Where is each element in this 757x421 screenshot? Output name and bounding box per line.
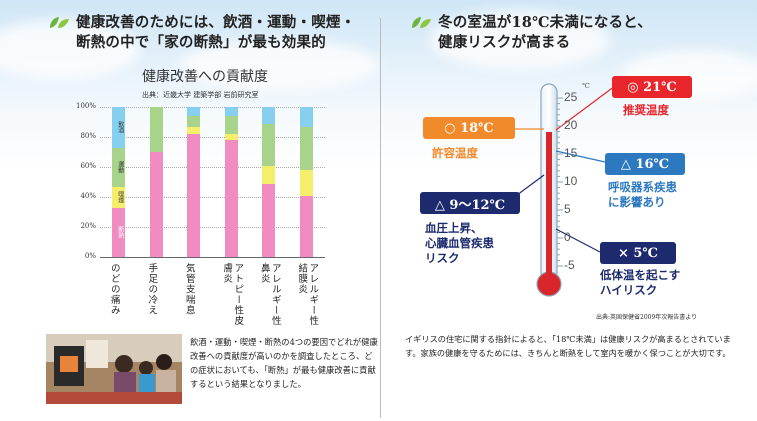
bar-segment (112, 186, 126, 208)
bar-segment (262, 165, 276, 184)
y-tick-label: 0% (84, 252, 96, 260)
bar-segment (299, 126, 313, 170)
gridline (100, 197, 325, 198)
bar-segment (224, 140, 238, 257)
left-headline: 健康改善のためには、飲酒・運動・喫煙・ 断熱の中で「家の断熱」が最も効果的 (76, 13, 376, 53)
thermometer (504, 83, 616, 297)
x-tick-label: 気管支喘息 (183, 263, 195, 316)
series-label: 飲酒 (116, 121, 124, 134)
gridline (100, 107, 325, 108)
respiratory-label: 呼吸器系疾患 に影響あり (608, 180, 677, 210)
x-tick-label: アレルギー性鼻炎 (258, 263, 281, 326)
hypothermia-label: 低体温を起こす ハイリスク (600, 268, 680, 298)
note-text: イギリスの住宅に関する指針によると、「18℃未満」は健康リスクが高まるとされてい… (405, 334, 731, 358)
respiratory-label-line1: 呼吸器系疾患 (608, 180, 677, 194)
recommended-temp-box: ◎ 21℃ (612, 76, 692, 98)
chart-title: 健康改善への貢献度 (142, 69, 268, 85)
bar-segment (224, 107, 238, 116)
cloud (430, 10, 610, 70)
bar-segment (187, 107, 201, 116)
y-tick-label: 60% (80, 162, 96, 170)
hypothermia-label-line1: 低体温を起こす (600, 268, 681, 282)
bar-segment (112, 147, 126, 187)
right-headline-line1: 冬の室温が18℃未満になると、 (438, 14, 652, 31)
bar-segment (112, 207, 126, 257)
scale-label: 10 (564, 174, 578, 188)
column-divider (380, 18, 381, 418)
gridline (100, 227, 325, 228)
bar-segment (299, 107, 313, 127)
bp-label-line3: リスク (425, 251, 460, 265)
recommended-label: 推奨温度 (623, 103, 669, 117)
leaf-icon (50, 17, 69, 28)
scale-label: 0 (564, 230, 571, 244)
x-tick-label: のどの痛み (108, 263, 120, 316)
gridline (100, 167, 325, 168)
family-photo (46, 334, 182, 404)
bar-segment (149, 107, 163, 152)
y-tick-label: 100% (75, 102, 96, 110)
x-tick-label: アレルギー性結膜炎 (296, 263, 319, 326)
scale-label: 20 (564, 118, 578, 132)
bar-segment (224, 134, 238, 140)
gridline (100, 137, 325, 138)
right-headline: 冬の室温が18℃未満になると、 健康リスクが高まる (438, 13, 738, 53)
note-source: 出典:英国保健省2009年次報告書より (596, 314, 698, 321)
bar-segment (187, 134, 201, 257)
scale-label: 15 (564, 146, 578, 160)
left-headline-line2: 断熱の中で「家の断熱」が最も効果的 (76, 34, 326, 51)
acceptable-temp-box: ○ 18℃ (423, 117, 515, 139)
bar-segment (299, 170, 313, 196)
y-tick-label: 20% (80, 222, 96, 230)
bar-segment (262, 107, 276, 124)
x-tick-label: アトピー性皮膚炎 (221, 263, 244, 326)
chart-source: 出典：近畿大学 建築学部 岩前研究室 (142, 91, 259, 99)
hypothermia-temp-box: × 5℃ (600, 242, 676, 264)
cloud (180, 40, 380, 90)
bp-label-line2: 心臓血管疾患 (425, 236, 494, 250)
bar-segment (187, 126, 201, 134)
bp-label: 血圧上昇、 心臓血管疾患 リスク (425, 221, 494, 266)
unit-label: ℃ (582, 82, 590, 90)
bp-temp-box: △ 9〜12℃ (420, 192, 520, 214)
right-headline-line2: 健康リスクが高まる (438, 34, 571, 51)
respiratory-label-line2: に影響あり (608, 195, 666, 209)
series-label: 断熱 (116, 226, 124, 239)
leaf-icon (412, 17, 431, 28)
scale-label: 25 (564, 90, 578, 104)
bar-segment (149, 152, 163, 257)
bar-segment (224, 116, 238, 134)
bp-label-line1: 血圧上昇、 (425, 221, 483, 235)
bar-segment (262, 183, 276, 257)
acceptable-label: 許容温度 (432, 146, 478, 160)
bar-segment (299, 195, 313, 257)
scale-label: 5 (564, 202, 571, 216)
left-headline-line1: 健康改善のためには、飲酒・運動・喫煙・ (76, 14, 356, 31)
y-tick-label: 80% (80, 132, 96, 140)
bar-segment (112, 107, 126, 148)
photo-caption: 飲酒・運動・喫煙・断熱の4つの要因でどれが健康改善への貢献度が高いのかを調査した… (190, 337, 378, 389)
respiratory-temp-box: △ 16℃ (605, 153, 685, 175)
y-tick-label: 40% (80, 192, 96, 200)
bar-segment (262, 123, 276, 166)
series-label: 運動 (116, 161, 124, 173)
series-label: 喫煙 (116, 191, 124, 203)
scale-label: -5 (564, 258, 575, 272)
x-tick-label: 手足の冷え (146, 263, 158, 316)
x-axis (100, 257, 325, 258)
hypothermia-label-line2: ハイリスク (600, 283, 658, 297)
bar-segment (187, 116, 201, 127)
cloud (0, 20, 140, 80)
